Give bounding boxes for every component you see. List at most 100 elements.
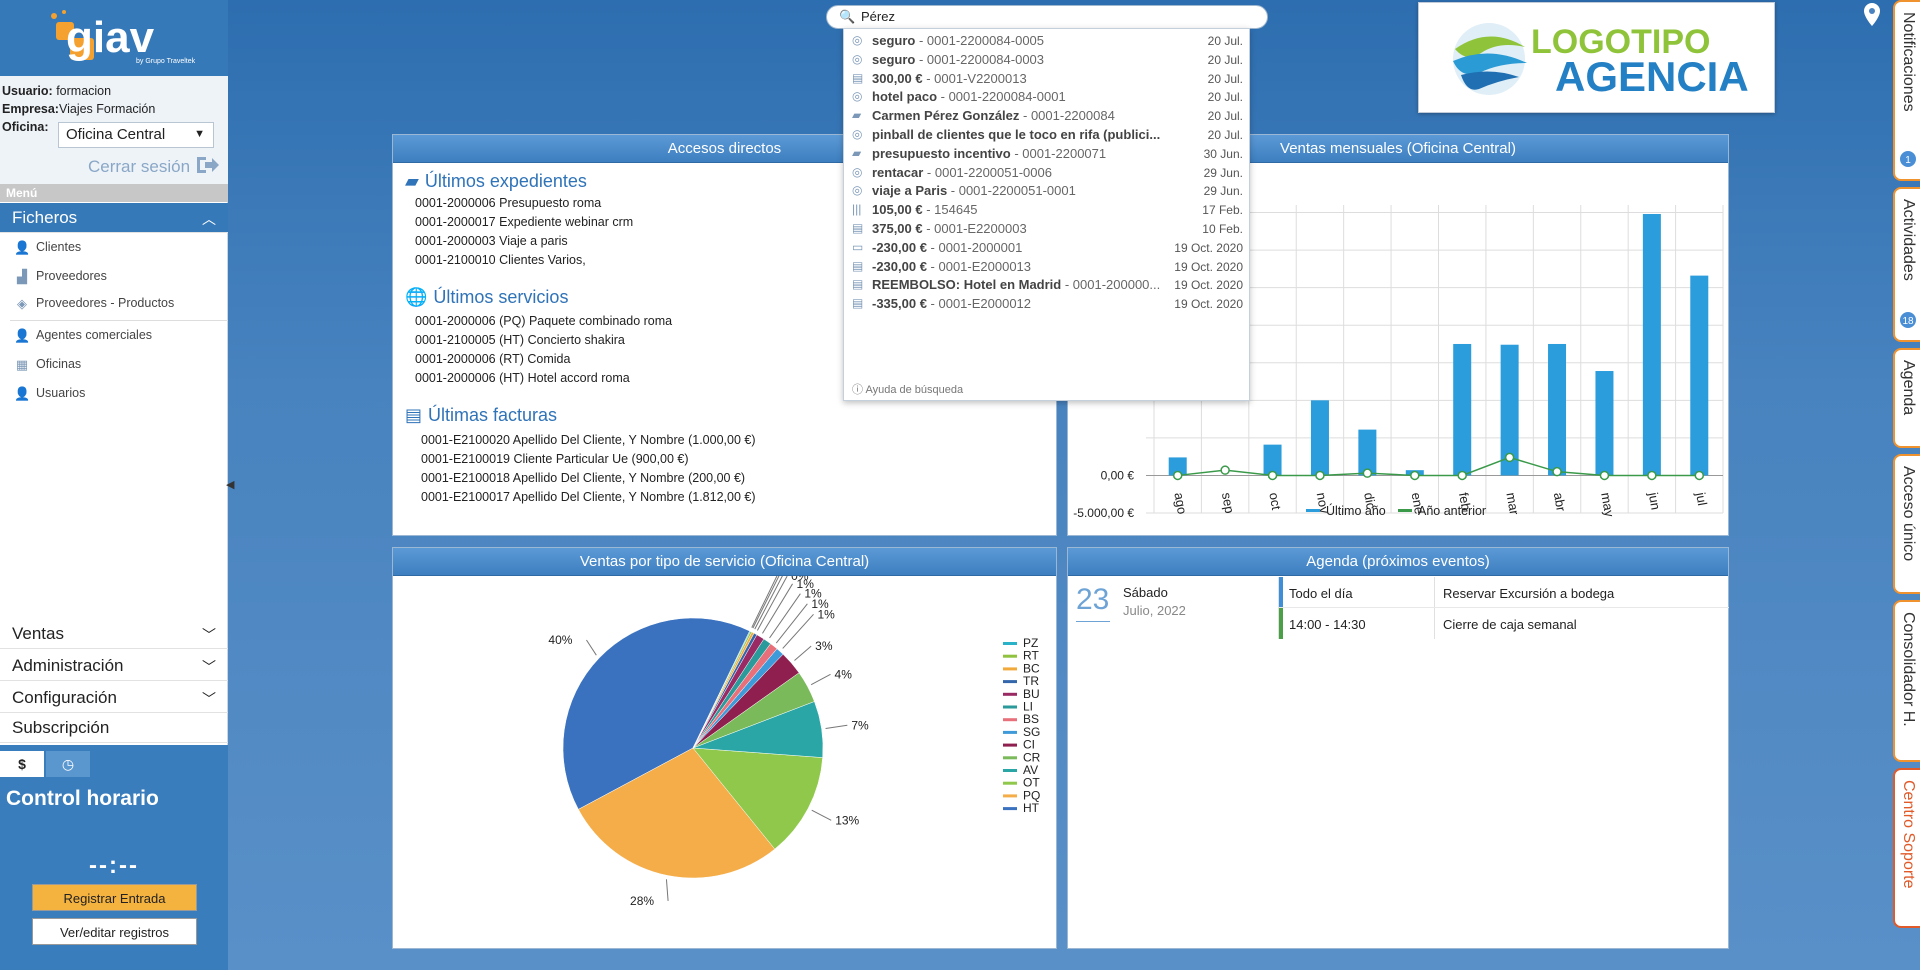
menu-ficheros[interactable]: Ficheros ︿: [0, 203, 228, 233]
side-tab-acceso-nico[interactable]: Acceso único: [1893, 454, 1920, 594]
ventas-mensuales-chart: 0,00 €-5.000,00 € ago sep oct nov dic ene feb ma…: [1073, 205, 1724, 520]
search-help-link[interactable]: ⓘ Ayuda de búsqueda: [852, 384, 964, 396]
search-result-item[interactable]: ▤ -230,00 € - 0001-E2000013 19 Oct. 2020: [844, 256, 1251, 279]
side-tab-agenda[interactable]: Agenda: [1893, 348, 1920, 448]
ver-registros-button[interactable]: Ver/editar registros: [32, 918, 197, 945]
servicio-link[interactable]: 0001-2000006 (RT) Comida: [415, 352, 571, 366]
agency-line2: AGENCIA: [1555, 53, 1749, 100]
search-result-item[interactable]: ◎ seguro - 0001-2200084-0005 20 Jul.: [844, 30, 1251, 53]
pie-label-line: [756, 575, 788, 631]
search-result-item[interactable]: ||| 105,00 € - 154645 17 Feb.: [844, 199, 1251, 222]
registrar-entrada-button[interactable]: Registrar Entrada: [32, 884, 197, 911]
sidebar-item-proveedores[interactable]: ▟ Proveedores: [14, 269, 107, 284]
search-result-item[interactable]: ◎ pinball de clientes que le toco en rifa…: [844, 124, 1251, 147]
factura-link[interactable]: 0001-E2100017 Apellido Del Cliente, Y No…: [421, 490, 756, 504]
servicios-title[interactable]: 🌐 Últimos servicios: [405, 287, 568, 308]
menu-subscripcion[interactable]: Subscripción: [0, 713, 228, 743]
legend-swatch: [1003, 642, 1017, 645]
menu-ventas-label: Ventas: [12, 624, 64, 643]
bar: [1263, 444, 1282, 476]
result-date: 30 Jun.: [1203, 146, 1243, 161]
search-result-item[interactable]: ▤ REEMBOLSO: Hotel en Madrid - 0001-20000…: [844, 274, 1251, 297]
result-title: REEMBOLSO: Hotel en Madrid: [872, 277, 1062, 293]
side-tab-consolidador-h-[interactable]: Consolidador H.: [1893, 600, 1920, 762]
control-horario-title: Control horario: [6, 787, 159, 810]
sidebar-item-oficinas[interactable]: ▦ Oficinas: [14, 357, 81, 372]
expedientes-title[interactable]: ▰ Últimos expedientes: [405, 171, 587, 192]
sidebar-item-agentes[interactable]: 👤 Agentes comerciales: [14, 328, 152, 343]
person-icon: 👤: [14, 240, 31, 255]
expediente-link[interactable]: 0001-2000003 Viaje a paris: [415, 234, 568, 248]
result-date: 29 Jun.: [1203, 184, 1243, 199]
search-result-item[interactable]: ▤ 300,00 € - 0001-V2200013 20 Jul.: [844, 68, 1251, 91]
control-tabs: $ ◷: [0, 745, 228, 777]
expediente-link[interactable]: 0001-2000006 Presupuesto roma: [415, 196, 602, 210]
location-pin-icon[interactable]: [1862, 2, 1882, 28]
person-icon: 👤: [14, 328, 31, 343]
facturas-title[interactable]: ▤ Últimas facturas: [405, 405, 557, 426]
side-tab-actividades[interactable]: Actividades 18: [1893, 187, 1920, 342]
search-result-item[interactable]: ▤ 375,00 € - 0001-E2200003 10 Feb.: [844, 218, 1251, 241]
collapse-sidebar-icon[interactable]: ◀: [226, 479, 235, 491]
search-result-item[interactable]: ▤ -335,00 € - 0001-E2000012 19 Oct. 2020: [844, 293, 1251, 316]
servicio-link[interactable]: 0001-2100005 (HT) Concierto shakira: [415, 333, 625, 347]
sidebar-item-proveedores-productos[interactable]: ◈ Proveedores - Productos: [14, 296, 174, 311]
menu-subscripcion-label: Subscripción: [12, 718, 110, 737]
giav-logo[interactable]: giav by Grupo Traveltek: [48, 8, 198, 68]
line-point: [1694, 470, 1705, 481]
search-value: Pérez: [861, 9, 895, 24]
sidebar-item-label: Usuarios: [36, 386, 86, 400]
expediente-link[interactable]: 0001-2100010 Clientes Varios,: [415, 253, 586, 267]
result-title: 375,00 €: [872, 221, 923, 236]
side-tab-notificaciones[interactable]: Notificaciones 1: [1893, 0, 1920, 181]
result-code: - 0001-2000001: [926, 239, 1023, 255]
document-icon: ▤: [852, 258, 864, 273]
servicio-link[interactable]: 0001-2000006 (HT) Hotel accord roma: [415, 371, 630, 385]
search-result-item[interactable]: ▰ presupuesto incentivo - 0001-2200071 30 …: [844, 143, 1251, 166]
menu-administracion-label: Administración: [12, 656, 124, 675]
search-input[interactable]: 🔍 Pérez: [826, 5, 1268, 29]
logo-bar: giav by Grupo Traveltek: [0, 0, 228, 76]
ventas-tipo-panel: Ventas por tipo de servicio (Oficina Cen…: [392, 547, 1057, 949]
tab-clock[interactable]: ◷: [46, 751, 90, 777]
search-result-item[interactable]: ◎ hotel paco - 0001-2200084-0001 20 Jul.: [844, 86, 1251, 109]
legend-entry: SG: [1023, 725, 1040, 739]
result-date: 10 Feb.: [1202, 222, 1243, 236]
result-code: - 0001-V2200013: [922, 70, 1027, 86]
factura-link[interactable]: 0001-E2100018 Apellido Del Cliente, Y No…: [421, 471, 746, 485]
factura-link[interactable]: 0001-E2100019 Cliente Particular Ue (900…: [421, 452, 689, 466]
expediente-link[interactable]: 0001-2000017 Expediente webinar crm: [415, 215, 634, 229]
divider: [10, 320, 228, 321]
search-result-item[interactable]: ◎ seguro - 0001-2200084-0003 20 Jul.: [844, 49, 1251, 72]
search-result-item[interactable]: ◎ rentacar - 0001-2200051-0006 29 Jun.: [844, 162, 1251, 185]
servicio-link[interactable]: 0001-2000006 (PQ) Paquete combinado roma: [415, 314, 673, 328]
legend-swatch: [1003, 794, 1017, 798]
result-title: seguro: [872, 33, 916, 48]
globe-icon: ◎: [852, 127, 863, 141]
result-date: 19 Oct. 2020: [1174, 278, 1243, 293]
search-result-item[interactable]: ▰ Carmen Pérez González - 0001-2200084 20 …: [844, 105, 1251, 128]
menu-administracion[interactable]: Administración ﹀: [0, 651, 228, 681]
menu-configuracion[interactable]: Configuración ﹀: [0, 683, 228, 713]
result-code: - 0001-2200084-0003: [915, 51, 1045, 67]
legend-entry: BS: [1023, 712, 1039, 726]
result-date: 19 Oct. 2020: [1174, 297, 1243, 312]
folder-icon: ▰: [852, 145, 862, 160]
event-desc[interactable]: Reservar Excursión a bodega: [1443, 586, 1615, 601]
menu-ventas[interactable]: Ventas ﹀: [0, 619, 228, 649]
factura-link[interactable]: 0001-E2100020 Apellido Del Cliente, Y No…: [421, 433, 756, 447]
sidebar-item-usuarios[interactable]: 👤 Usuarios: [14, 386, 86, 401]
event-marker: [1279, 608, 1283, 639]
tab-cost[interactable]: $: [0, 751, 44, 777]
event-desc[interactable]: Cierre de caja semanal: [1443, 617, 1577, 632]
pie-label: 0%: [789, 576, 807, 578]
side-tab-centro-soporte[interactable]: Centro Soporte: [1893, 768, 1920, 928]
search-result-item[interactable]: ▭ -230,00 € - 0001-2000001 19 Oct. 2020: [844, 237, 1251, 260]
giav-logo-icon: giav by Grupo Traveltek: [51, 10, 196, 65]
sidebar-item-clientes[interactable]: 👤 Clientes: [14, 240, 81, 255]
logout-label: Cerrar sesión: [88, 157, 191, 176]
result-title: -230,00 €: [872, 258, 927, 274]
logout-link[interactable]: Cerrar sesión: [88, 155, 219, 177]
oficina-select[interactable]: Oficina Central ▼: [58, 122, 214, 148]
search-result-item[interactable]: ◎ viaje a Paris - 0001-2200051-0001 29 Jun…: [844, 180, 1251, 203]
